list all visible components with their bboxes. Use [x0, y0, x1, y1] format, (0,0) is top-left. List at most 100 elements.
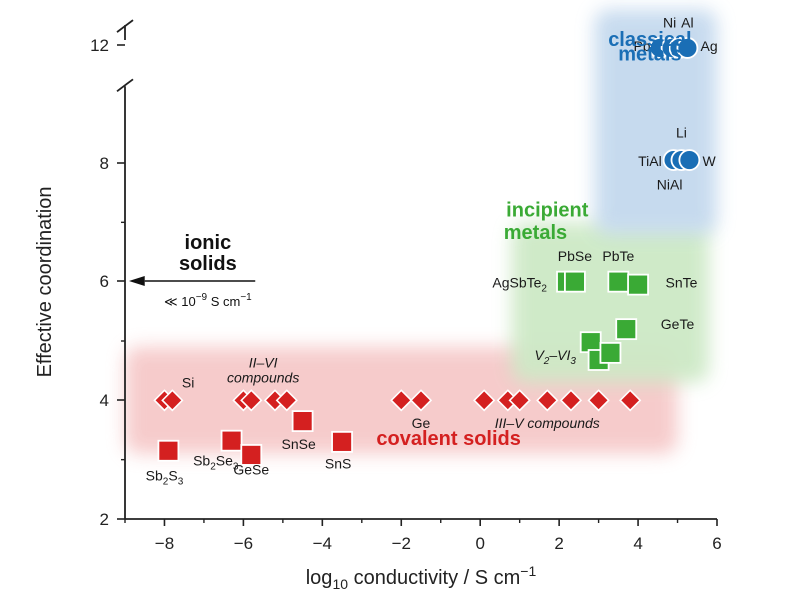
diamond-marker — [536, 389, 559, 412]
point-label: SnSe — [282, 436, 316, 452]
x-tick-label: 4 — [633, 534, 642, 553]
point-label: Si — [182, 374, 194, 390]
region-title-incipient: metals — [504, 222, 567, 244]
square-marker — [564, 270, 586, 293]
label-text: compounds — [227, 370, 299, 386]
label-text: –VI — [548, 347, 570, 363]
label-text: GeTe — [661, 316, 695, 332]
label-text: PbSe — [558, 248, 592, 264]
axes: −8 −6 −4 −2 0 2 4 6 2 4 6 8 12 log10 conductivity / S… — [34, 19, 722, 592]
label-text: PbTe — [602, 248, 634, 264]
point-label: Ge — [412, 415, 431, 431]
diamond-marker — [559, 389, 583, 412]
x-axis-title-rest: conductivity / S cm — [348, 567, 520, 589]
label-text: Ge — [412, 415, 431, 431]
diamond-marker — [240, 389, 263, 412]
label-text: W — [702, 153, 716, 169]
label-text: Se — [216, 453, 233, 469]
point-labels: SiII–VIcompoundsSb2S3Sb2Se3GeSeSnSeSnSGe… — [146, 14, 718, 487]
square-marker — [615, 318, 638, 341]
region-metal-background — [594, 9, 717, 235]
label-text: V — [534, 347, 545, 363]
region-title-metal: classical — [608, 29, 691, 51]
label-text: SnSe — [282, 436, 316, 452]
y-tick-label: 2 — [100, 510, 109, 529]
label-subscript: 3 — [233, 462, 239, 473]
point-label: PbSe — [558, 248, 592, 264]
point-label: compounds — [227, 370, 299, 386]
y-tick-label: 4 — [100, 391, 109, 410]
point-label: GeTe — [661, 316, 695, 332]
y-axis-break-mark — [116, 78, 134, 93]
label-text: II–VI — [249, 355, 278, 371]
point-label: Ag — [701, 38, 718, 54]
point-label: NiAl — [657, 177, 683, 193]
region-title-incipient: incipient — [506, 199, 589, 221]
point-label: TiAl — [638, 153, 662, 169]
note-sup: −9 — [196, 292, 208, 303]
y-axis-title: Effective coordination — [34, 187, 56, 378]
x-axis-title-main: log — [306, 567, 333, 589]
diamond-marker — [161, 389, 184, 412]
point-label: Al — [681, 14, 693, 30]
label-subscript: 3 — [570, 356, 576, 367]
x-tick-label: 2 — [554, 534, 563, 553]
label-text: Sb — [146, 467, 163, 483]
x-axis-title-sub: 10 — [332, 576, 348, 592]
ionic-solids-title: solids — [179, 253, 237, 275]
ionic-conductivity-note: ≪ 10−9 S cm−1 — [164, 292, 252, 309]
x-axis-title-sup: −1 — [520, 563, 536, 579]
x-axis-title: log10 conductivity / S cm−1 — [306, 563, 537, 592]
point-label: Ni — [663, 14, 676, 30]
diamond-marker — [390, 389, 413, 412]
label-text: TiAl — [638, 153, 662, 169]
note-unit: S cm — [207, 294, 240, 309]
label-text: Ni — [663, 14, 676, 30]
x-tick-label: 0 — [475, 534, 484, 553]
point-label: Pb — [633, 38, 650, 54]
label-text: SnS — [325, 456, 351, 472]
point-label: AgSbTe2 — [492, 275, 547, 295]
label-subscript: 2 — [163, 476, 169, 487]
y-tick-label: 8 — [100, 154, 109, 173]
x-tick-label: −4 — [313, 534, 332, 553]
y-axis-break-mark — [116, 19, 134, 33]
diamond-marker — [275, 389, 298, 412]
point-label: SnTe — [666, 275, 698, 291]
region-title-metal: metals — [618, 44, 681, 66]
x-tick-label: −2 — [392, 534, 411, 553]
x-tick-label: −8 — [155, 534, 174, 553]
region-title-covalent: covalent solids — [376, 428, 521, 450]
point-label: Sb2Se3 — [193, 453, 239, 473]
label-text: NiAl — [657, 177, 683, 193]
circle-marker — [676, 37, 699, 59]
diamond-marker — [409, 389, 433, 412]
square-marker — [291, 410, 314, 433]
label-text: Li — [676, 125, 687, 141]
point-label: V2–VI3 — [534, 347, 576, 367]
circle-marker — [678, 149, 701, 171]
x-tick-label: −6 — [234, 534, 253, 553]
x-tick-label: 6 — [712, 534, 721, 553]
label-subscript: 2 — [210, 462, 216, 473]
point-label: II–VI — [249, 355, 278, 371]
label-text: SnTe — [666, 275, 698, 291]
square-marker — [599, 341, 622, 364]
point-label: Sb2S3 — [146, 467, 184, 487]
label-text: Sb — [193, 453, 210, 469]
point-label: GeSe — [233, 462, 269, 478]
square-marker — [607, 270, 630, 293]
annotations: covalent solidsincipientmetalsclassicalm… — [128, 29, 692, 450]
y-tick-label: 6 — [100, 272, 109, 291]
square-marker — [220, 429, 243, 452]
label-text: III–V compounds — [495, 415, 600, 431]
square-marker — [331, 430, 353, 453]
label-text: Si — [182, 374, 194, 390]
y-tick-label: 12 — [90, 36, 109, 55]
diamond-marker — [587, 389, 610, 412]
square-marker — [627, 273, 649, 296]
diamond-marker — [473, 389, 496, 412]
ionic-arrow-head — [128, 276, 145, 286]
point-label: PbTe — [602, 248, 634, 264]
data-markers — [153, 37, 701, 466]
